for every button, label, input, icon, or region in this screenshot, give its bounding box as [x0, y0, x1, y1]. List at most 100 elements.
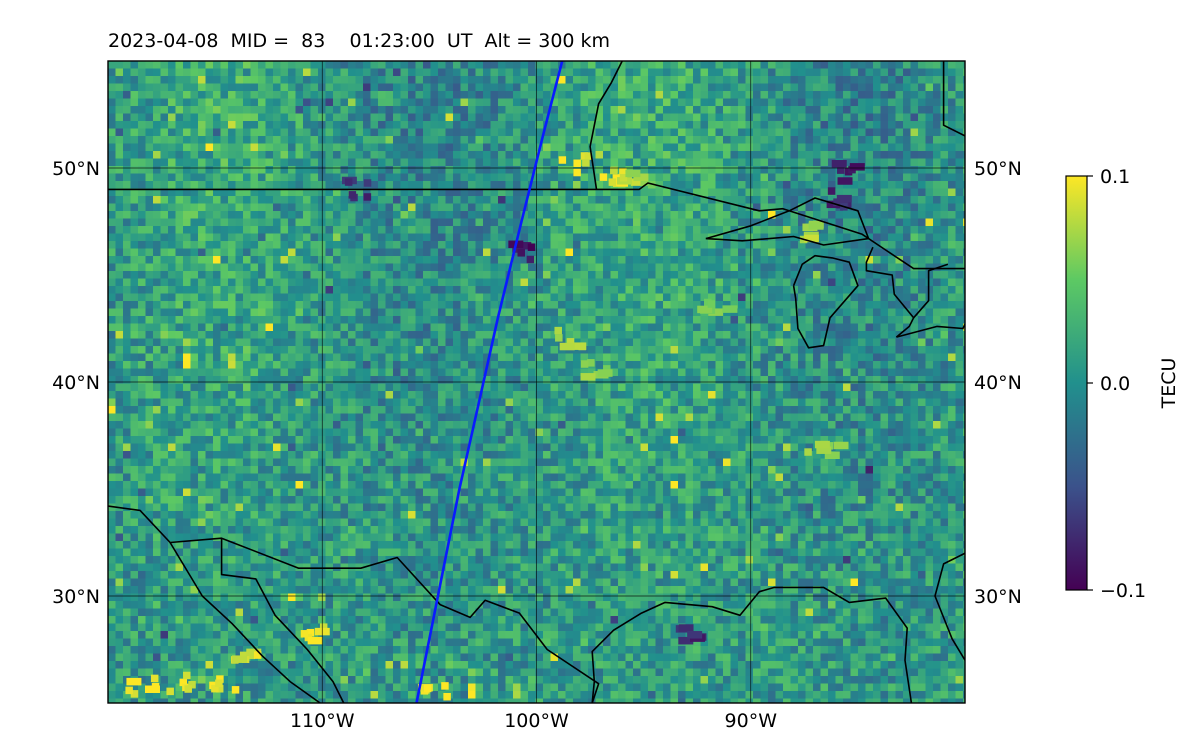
coastlines-borders	[108, 61, 965, 703]
lon-tick-label: 110°W	[290, 710, 355, 732]
lat-tick-label: 40°N	[52, 372, 100, 394]
tec-hotspot-cell	[527, 243, 536, 251]
satellite-track-line	[415, 61, 564, 703]
tec-hotspot-cell	[640, 178, 648, 186]
colorbar-gradient	[1065, 175, 1088, 591]
tec-hotspot-cell	[836, 194, 852, 203]
tec-hotspot-cell	[344, 178, 353, 186]
tec-hotspot-cell	[625, 169, 641, 178]
boundary-line	[108, 505, 600, 703]
colorbar: 0.1 0.0 −0.1 TECU	[1065, 166, 1180, 602]
tec-hotspot-cell	[580, 360, 589, 368]
tec-hotspot-cell	[837, 177, 853, 185]
tec-hotspot-cell	[707, 300, 716, 308]
tec-field	[108, 61, 965, 703]
tec-hotspot-cell	[580, 373, 596, 381]
tec-hotspot-cell	[300, 630, 309, 638]
tec-hotspot-cell	[708, 308, 724, 316]
tec-hotspot-cell	[678, 636, 694, 645]
tec-hotspot-cell	[612, 174, 621, 182]
tec-hotspot-cell	[582, 159, 590, 167]
boundary-line	[942, 61, 965, 137]
map-frame	[107, 60, 966, 704]
lat-labels-right: 30°N 40°N 50°N	[974, 158, 1022, 608]
tec-hotspot-cell	[697, 305, 713, 314]
tec-hotspot-cell	[599, 173, 608, 181]
tec-hotspot-cell	[804, 448, 812, 456]
tec-hotspot-cell	[630, 178, 646, 186]
tec-hotspot-cell	[363, 179, 372, 187]
tec-hotspot-cell	[363, 193, 372, 201]
tec-hotspot-cell	[231, 686, 240, 694]
lon-tick-label: 90°W	[725, 710, 778, 732]
tec-hotspot-cell	[307, 636, 323, 645]
tec-hotspot-cell	[808, 222, 824, 230]
tec-hotspot-cell	[443, 693, 451, 701]
tec-hotspot-cell	[573, 159, 581, 167]
tec-hotspot-cell	[215, 679, 223, 687]
tec-hotspot-cell	[150, 674, 159, 683]
tec-hotspot-cell	[319, 623, 328, 631]
satellite-track	[415, 61, 564, 703]
tec-hotspot-cell	[232, 655, 248, 663]
boundary-line	[220, 538, 345, 703]
tec-hotspot-cell	[722, 305, 738, 313]
tec-hotspot-cell	[555, 334, 563, 342]
tec-hotspot-cell	[619, 167, 627, 176]
boundary-line	[792, 254, 859, 349]
tec-hotspots	[125, 152, 865, 701]
chart-title: 2023-04-08 MID = 83 01:23:00 UT Alt = 30…	[108, 30, 611, 52]
tec-hotspot-cell	[517, 249, 525, 257]
tec-hotspot-cell	[179, 678, 188, 687]
graticule	[108, 61, 965, 703]
tec-hotspot-cell	[516, 241, 532, 250]
colorbar-tick-label: 0.0	[1100, 373, 1130, 395]
boundary-line	[896, 322, 965, 338]
lon-tick-label: 100°W	[504, 710, 569, 732]
lon-labels: 110°W 100°W 90°W	[290, 710, 777, 732]
tec-hotspot-cell	[125, 686, 133, 695]
tec-hotspot-cell	[849, 163, 865, 171]
boundary-line	[108, 182, 965, 270]
tec-hotspot-cell	[831, 160, 847, 168]
tec-hotspot-cell	[573, 168, 581, 177]
tec-hotspot-cell	[814, 440, 830, 449]
tec-hotspot-cell	[580, 152, 589, 160]
tec-hotspot-cell	[306, 628, 315, 637]
boundary-line	[169, 542, 321, 703]
tec-hotspot-cell	[348, 191, 357, 199]
tec-hotspot-cell	[144, 685, 160, 694]
tec-hotspot-cell	[441, 682, 449, 690]
colorbar-tick-label: 0.1	[1100, 166, 1130, 188]
tec-hotspot-cell	[584, 152, 593, 160]
boundary-line	[589, 61, 623, 190]
tec-hotspot-cell	[558, 156, 567, 164]
boundary-line	[912, 263, 949, 319]
tec-hotspot-cell	[216, 675, 224, 683]
tec-hotspot-cell	[166, 687, 174, 696]
tec-hotspot-cell	[554, 326, 562, 335]
boundary-line	[705, 197, 870, 246]
lat-tick-label: 30°N	[974, 586, 1022, 608]
tec-hotspot-cell	[253, 651, 262, 659]
tec-hotspot-cell	[816, 446, 832, 454]
tec-hotspot-cell	[184, 685, 192, 693]
lat-tick-label: 40°N	[974, 372, 1022, 394]
tec-hotspot-cell	[526, 255, 535, 264]
tec-hotspot-cell	[566, 338, 575, 346]
tec-hotspot-cell	[837, 166, 845, 174]
tec-hotspot-cell	[803, 234, 819, 243]
tec-hotspot-cell	[833, 441, 849, 450]
tec-hotspot-cell	[571, 342, 587, 350]
tec-hotspot-cell	[126, 677, 142, 686]
tec-hotspot-cell	[183, 671, 191, 680]
lat-tick-label: 30°N	[52, 586, 100, 608]
tec-hotspot-cell	[687, 631, 703, 639]
tec-hotspot-cell	[633, 173, 649, 182]
lat-tick-label: 50°N	[974, 158, 1022, 180]
tec-hotspot-cell	[130, 690, 139, 698]
tec-hotspot-cell	[610, 166, 618, 175]
tec-hotspot-cell	[559, 342, 575, 351]
